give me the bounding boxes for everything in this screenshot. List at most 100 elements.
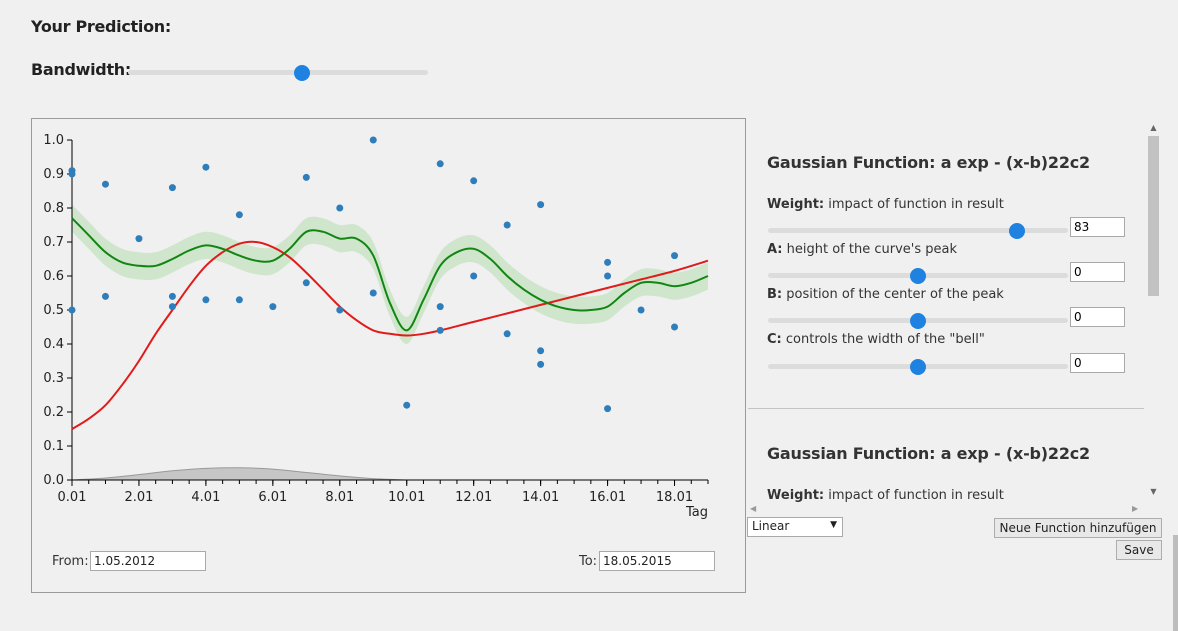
data-point bbox=[604, 272, 612, 280]
y-tick-label: 0.3 bbox=[43, 371, 64, 386]
a-param-label: A: height of the curve's peak bbox=[767, 242, 957, 257]
data-point bbox=[68, 306, 76, 314]
data-point bbox=[537, 201, 545, 209]
chart-panel: 0.0 0.1 0.2 0.3 0.4 0.5 0.6 0.7 0.8 0.9 1.0 0.01 2.0… bbox=[31, 118, 746, 593]
save-button[interactable]: Save bbox=[1116, 540, 1162, 560]
scroll-up-icon[interactable]: ▲ bbox=[1150, 123, 1157, 132]
param-desc: controls the width of the "bell" bbox=[785, 332, 985, 347]
data-point bbox=[537, 347, 545, 355]
param-desc: height of the curve's peak bbox=[786, 242, 958, 257]
bandwidth-label: Bandwidth: bbox=[31, 60, 131, 79]
function-title: Gaussian Function: a exp - (x-b)22c2 bbox=[767, 153, 1090, 172]
bandwidth-slider-track[interactable] bbox=[128, 70, 428, 75]
data-point bbox=[436, 160, 444, 168]
weight-param-label: Weight: impact of function in result bbox=[767, 488, 1004, 502]
prediction-heading: Your Prediction: bbox=[31, 17, 171, 36]
data-point bbox=[101, 292, 109, 300]
function-list: Gaussian Function: a exp - (x-b)22c2 Wei… bbox=[748, 122, 1144, 502]
smoothed-line bbox=[71, 217, 709, 332]
data-point bbox=[135, 235, 143, 243]
data-point bbox=[302, 173, 310, 181]
data-point bbox=[369, 136, 377, 144]
data-point bbox=[302, 279, 310, 287]
from-date-input[interactable] bbox=[90, 551, 206, 571]
param-desc: impact of function in result bbox=[828, 197, 1004, 212]
b-input[interactable] bbox=[1070, 307, 1125, 327]
weight-param-label: Weight: impact of function in result bbox=[767, 197, 1004, 212]
to-date-input[interactable] bbox=[599, 551, 715, 571]
scrollbar-thumb[interactable] bbox=[1148, 136, 1159, 296]
page-scrollbar-edge bbox=[1173, 535, 1178, 631]
x-tick-label: 18.01 bbox=[656, 490, 693, 505]
param-name: C: bbox=[767, 332, 782, 347]
data-point bbox=[336, 204, 344, 212]
a-slider-thumb[interactable] bbox=[910, 268, 926, 284]
data-point bbox=[269, 303, 277, 311]
y-tick-label: 0.8 bbox=[43, 201, 64, 216]
from-label: From: bbox=[52, 554, 89, 569]
chevron-down-icon: ▼ bbox=[830, 520, 837, 530]
c-param-label: C: controls the width of the "bell" bbox=[767, 332, 985, 347]
x-tick-label: 16.01 bbox=[589, 490, 626, 505]
y-tick-label: 0.7 bbox=[43, 235, 64, 250]
y-tick-label: 1.0 bbox=[43, 133, 64, 148]
x-tick-label: 12.01 bbox=[455, 490, 492, 505]
y-tick-label: 0.0 bbox=[43, 473, 64, 488]
data-point bbox=[168, 303, 176, 311]
select-value: Linear bbox=[752, 519, 790, 533]
data-point bbox=[235, 296, 243, 304]
data-point bbox=[470, 177, 478, 185]
c-slider-thumb[interactable] bbox=[910, 359, 926, 375]
data-point bbox=[436, 326, 444, 334]
param-desc: position of the center of the peak bbox=[786, 287, 1004, 302]
function-type-select[interactable]: Linear ▼ bbox=[747, 517, 843, 537]
data-point bbox=[202, 163, 210, 171]
function-list-scrollbar[interactable]: ▲ ▼ bbox=[1145, 122, 1162, 502]
weight-input[interactable] bbox=[1070, 217, 1125, 237]
param-name: Weight: bbox=[767, 197, 825, 212]
b-slider-thumb[interactable] bbox=[910, 313, 926, 329]
data-point bbox=[671, 323, 679, 331]
y-tick-label: 0.9 bbox=[43, 167, 64, 182]
param-name: A: bbox=[767, 242, 783, 257]
data-point bbox=[369, 289, 377, 297]
c-input[interactable] bbox=[1070, 353, 1125, 373]
data-point bbox=[68, 170, 76, 178]
time-series-chart: 0.0 0.1 0.2 0.3 0.4 0.5 0.6 0.7 0.8 0.9 1.0 0.01 2.0… bbox=[43, 133, 709, 520]
y-tick-label: 0.6 bbox=[43, 269, 64, 284]
x-tick-label: 4.01 bbox=[191, 490, 220, 505]
data-point bbox=[235, 211, 243, 219]
data-point bbox=[101, 180, 109, 188]
kernel-curve bbox=[71, 467, 407, 481]
data-point bbox=[436, 303, 444, 311]
scroll-down-icon[interactable]: ▼ bbox=[1150, 487, 1157, 496]
x-tick-label: 10.01 bbox=[388, 490, 425, 505]
bandwidth-slider-thumb[interactable] bbox=[294, 65, 310, 81]
y-tick-label: 0.1 bbox=[43, 439, 64, 454]
add-function-button[interactable]: Neue Function hinzufügen bbox=[994, 518, 1162, 538]
x-tick-label: 2.01 bbox=[124, 490, 153, 505]
weight-slider-thumb[interactable] bbox=[1009, 223, 1025, 239]
confidence-band bbox=[72, 204, 708, 345]
function-divider bbox=[748, 408, 1144, 409]
param-name: Weight: bbox=[767, 488, 825, 502]
x-tick-label: 8.01 bbox=[325, 490, 354, 505]
scroll-left-icon[interactable]: ◀ bbox=[750, 504, 757, 513]
data-point bbox=[637, 306, 645, 314]
a-input[interactable] bbox=[1070, 262, 1125, 282]
y-tick-label: 0.4 bbox=[43, 337, 64, 352]
data-point bbox=[168, 184, 176, 192]
data-point bbox=[671, 252, 679, 260]
weight-slider-track[interactable] bbox=[768, 228, 1068, 233]
x-tick-label: 6.01 bbox=[258, 490, 287, 505]
data-point bbox=[470, 272, 478, 280]
data-point bbox=[537, 360, 545, 368]
function-title: Gaussian Function: a exp - (x-b)22c2 bbox=[767, 444, 1090, 463]
b-param-label: B: position of the center of the peak bbox=[767, 287, 1004, 302]
data-point bbox=[503, 221, 511, 229]
data-point bbox=[202, 296, 210, 304]
data-point bbox=[503, 330, 511, 338]
y-tick-label: 0.5 bbox=[43, 303, 64, 318]
scroll-right-icon[interactable]: ▶ bbox=[1132, 504, 1139, 513]
param-name: B: bbox=[767, 287, 783, 302]
